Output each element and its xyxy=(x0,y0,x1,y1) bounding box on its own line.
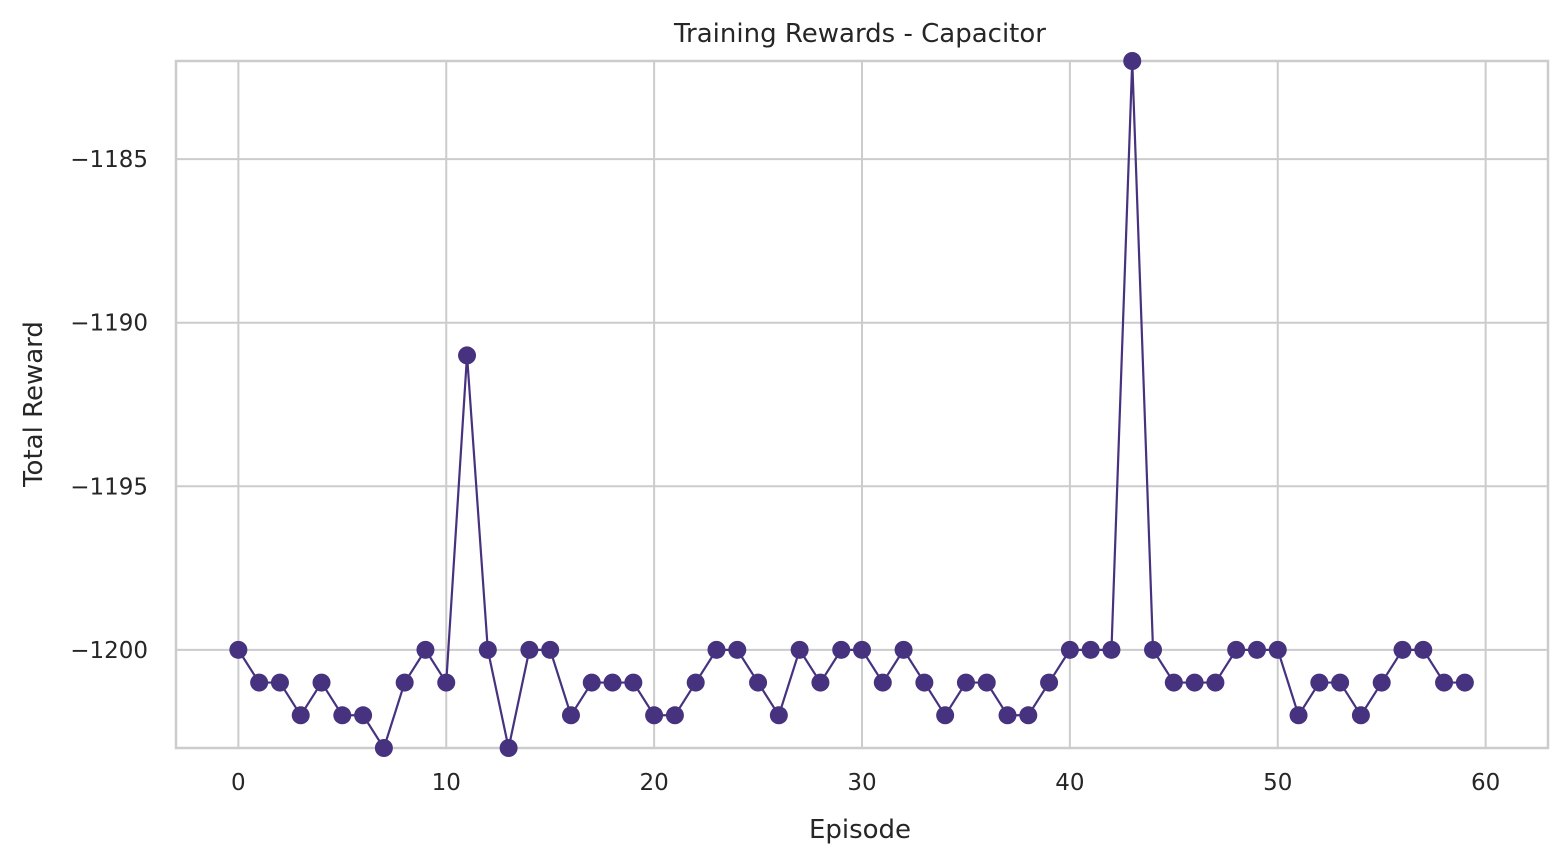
data-point xyxy=(1455,673,1474,692)
data-point xyxy=(894,640,913,659)
data-point xyxy=(270,673,289,692)
series-group xyxy=(229,52,1474,757)
data-point xyxy=(1351,706,1370,725)
data-point xyxy=(478,640,497,659)
data-point xyxy=(416,640,435,659)
data-point xyxy=(520,640,539,659)
data-point xyxy=(1331,673,1350,692)
data-point xyxy=(769,706,788,725)
data-point xyxy=(395,673,414,692)
data-point xyxy=(354,706,373,725)
data-point xyxy=(1102,640,1121,659)
data-point xyxy=(977,673,996,692)
data-point xyxy=(1060,640,1079,659)
data-point xyxy=(665,706,684,725)
x-tick-label: 60 xyxy=(1471,770,1500,796)
data-point xyxy=(1393,640,1412,659)
data-point xyxy=(915,673,934,692)
y-tick-label: −1195 xyxy=(70,474,148,500)
data-point xyxy=(1144,640,1163,659)
data-point xyxy=(1268,640,1287,659)
data-point xyxy=(541,640,560,659)
x-tick-label: 0 xyxy=(231,770,246,796)
data-point xyxy=(624,673,643,692)
data-point xyxy=(1289,706,1308,725)
data-point xyxy=(1019,706,1038,725)
data-point xyxy=(832,640,851,659)
y-tick-label: −1200 xyxy=(70,638,148,664)
data-point xyxy=(1310,673,1329,692)
y-tick-label: −1185 xyxy=(70,147,148,173)
x-tick-label: 20 xyxy=(639,770,668,796)
data-point xyxy=(790,640,809,659)
plot-frame xyxy=(174,59,1550,750)
data-point xyxy=(956,673,975,692)
data-point xyxy=(1164,673,1183,692)
tick-labels: 0 10 20 30 40 50 60 −1200 −1195 −1190 −1185 xyxy=(70,147,1500,796)
data-point xyxy=(1081,640,1100,659)
data-point xyxy=(1247,640,1266,659)
data-point xyxy=(499,739,518,757)
data-point xyxy=(374,739,393,757)
data-point xyxy=(1414,640,1433,659)
data-point xyxy=(936,706,955,725)
data-point xyxy=(603,673,622,692)
data-point xyxy=(250,673,269,692)
y-axis-label: Total Reward xyxy=(19,321,49,488)
grid xyxy=(176,61,1548,748)
data-point xyxy=(707,640,726,659)
data-point xyxy=(561,706,580,725)
data-point xyxy=(437,673,456,692)
data-point xyxy=(873,673,892,692)
data-point xyxy=(1206,673,1225,692)
data-point xyxy=(582,673,601,692)
data-point xyxy=(312,673,331,692)
data-point xyxy=(458,346,477,365)
data-point xyxy=(749,673,768,692)
x-tick-label: 30 xyxy=(847,770,876,796)
data-point xyxy=(1435,673,1454,692)
chart-title: Training Rewards - Capacitor xyxy=(673,19,1046,49)
data-point xyxy=(229,640,248,659)
data-point xyxy=(811,673,830,692)
data-point xyxy=(998,706,1017,725)
data-point xyxy=(645,706,664,725)
x-tick-label: 10 xyxy=(432,770,461,796)
data-point xyxy=(728,640,747,659)
y-tick-label: −1190 xyxy=(70,311,148,337)
data-point xyxy=(1372,673,1391,692)
x-tick-label: 40 xyxy=(1055,770,1084,796)
data-point xyxy=(1040,673,1059,692)
data-point xyxy=(1227,640,1246,659)
x-tick-label: 50 xyxy=(1263,770,1292,796)
data-point xyxy=(1123,52,1142,70)
data-point xyxy=(333,706,352,725)
data-point xyxy=(686,673,705,692)
data-point xyxy=(853,640,871,659)
data-point xyxy=(291,706,310,725)
data-point xyxy=(1185,673,1204,692)
x-axis-label: Episode xyxy=(809,815,911,845)
